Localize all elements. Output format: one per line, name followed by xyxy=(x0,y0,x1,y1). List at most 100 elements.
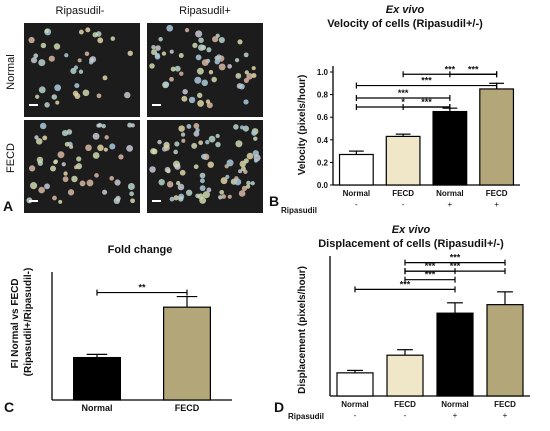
cell-dot xyxy=(220,177,228,185)
cell-dot xyxy=(235,73,242,79)
cell-dot xyxy=(169,196,175,202)
cell-dot xyxy=(243,169,248,175)
panel-a-row-label-2: FECD xyxy=(5,143,17,173)
cell-dot xyxy=(109,143,116,150)
cell-dot xyxy=(39,122,47,130)
cell-dot xyxy=(199,172,206,179)
cell-dot xyxy=(28,165,36,172)
significance-label: *** xyxy=(450,261,461,271)
cell-dot xyxy=(195,54,202,61)
cell-dot xyxy=(115,195,121,202)
cell-dot xyxy=(150,148,157,155)
treatment-sign: + xyxy=(448,200,453,209)
cell-dot xyxy=(180,132,186,137)
cell-dot xyxy=(51,94,58,100)
significance-label: *** xyxy=(400,279,411,289)
bar xyxy=(336,372,374,397)
cell-dot xyxy=(173,149,178,155)
cell-dot xyxy=(53,43,61,50)
significance-label: * xyxy=(401,97,405,107)
scale-bar xyxy=(152,104,161,106)
cell-dot xyxy=(181,138,186,143)
panel-c-ylabel-line-2: (Ripasudil+/Ripasudil-) xyxy=(23,268,34,377)
cell-dot xyxy=(110,36,116,41)
cell-dot xyxy=(234,58,240,63)
cell-dot xyxy=(86,179,94,187)
cell-dot xyxy=(78,69,84,74)
cell-dot xyxy=(243,52,249,58)
cell-dot xyxy=(201,59,209,67)
treatment-sign: + xyxy=(503,411,508,420)
cell-dot xyxy=(70,67,77,74)
cell-dot xyxy=(169,49,174,54)
cell-dot xyxy=(195,128,200,133)
cell-dot xyxy=(71,175,78,183)
cell-dot xyxy=(244,70,249,75)
cell-dot xyxy=(64,53,69,58)
y-tick-label: 0.4 xyxy=(317,136,329,145)
bar xyxy=(163,306,212,401)
cell-dot xyxy=(208,70,214,75)
cell-dot xyxy=(44,28,50,34)
x-tick-label: FECD xyxy=(494,400,516,409)
cell-dot xyxy=(129,191,134,197)
cell-dot xyxy=(243,77,249,83)
x-tick-label: FECD xyxy=(392,189,414,198)
panel-letter: A xyxy=(3,198,13,214)
significance-label: *** xyxy=(445,64,456,74)
cell-dot xyxy=(96,93,102,99)
cell-dot xyxy=(114,179,121,186)
cell-dot xyxy=(92,132,100,140)
cell-dot xyxy=(194,76,202,84)
cell-dot xyxy=(237,39,243,45)
panel-b-treatment-label: Ripasudil xyxy=(281,206,317,215)
cell-dot xyxy=(242,125,250,132)
cell-dot xyxy=(79,180,86,187)
treatment-sign: + xyxy=(453,411,458,420)
bar xyxy=(436,312,474,397)
panel-c-fold-change-chart: Fold change FI Normal vs FECD (Ripasudil… xyxy=(4,244,232,415)
cell-dot xyxy=(196,92,203,99)
cell-dot xyxy=(78,29,84,35)
cell-dot xyxy=(215,133,220,139)
cell-dot xyxy=(38,86,46,94)
cell-dot xyxy=(196,67,204,75)
y-tick-label: 0.6 xyxy=(317,113,329,122)
panel-b-velocity-chart: Ex vivo Velocity of cells (Ripasudil+/-)… xyxy=(269,4,520,215)
cell-dot xyxy=(54,84,62,92)
cell-dot xyxy=(201,79,209,87)
cell-dot xyxy=(216,54,222,60)
cell-dot xyxy=(218,36,225,44)
cell-dot xyxy=(193,130,200,137)
cell-dot xyxy=(188,96,196,104)
significance-label: *** xyxy=(398,88,409,98)
cell-dot xyxy=(149,166,156,173)
cell-dot xyxy=(85,144,92,152)
cell-dot xyxy=(198,44,205,51)
cell-dot xyxy=(251,72,257,79)
cell-dot xyxy=(192,42,198,49)
cell-dot xyxy=(166,24,174,32)
cell-dot xyxy=(243,158,249,164)
cell-dot xyxy=(82,89,90,97)
bar xyxy=(385,135,421,186)
cell-dot xyxy=(246,152,254,160)
cell-dot xyxy=(67,189,75,196)
panel-b-ylabel: Velocity (pixels/hour) xyxy=(297,75,308,176)
cell-dot xyxy=(207,161,214,168)
cell-dot xyxy=(198,37,204,43)
significance-label: *** xyxy=(425,270,436,280)
cell-dot xyxy=(157,139,162,145)
cell-dot xyxy=(151,44,156,50)
cell-dot xyxy=(58,199,63,204)
cell-dot xyxy=(34,135,39,140)
cell-dot xyxy=(158,36,163,42)
cell-dot xyxy=(127,50,133,57)
cell-dot xyxy=(92,152,100,159)
treatment-sign: + xyxy=(494,200,499,209)
cell-dot xyxy=(227,64,233,69)
cell-dot xyxy=(178,52,184,59)
y-tick-label: 0.2 xyxy=(317,158,329,167)
significance-label: *** xyxy=(468,64,479,74)
